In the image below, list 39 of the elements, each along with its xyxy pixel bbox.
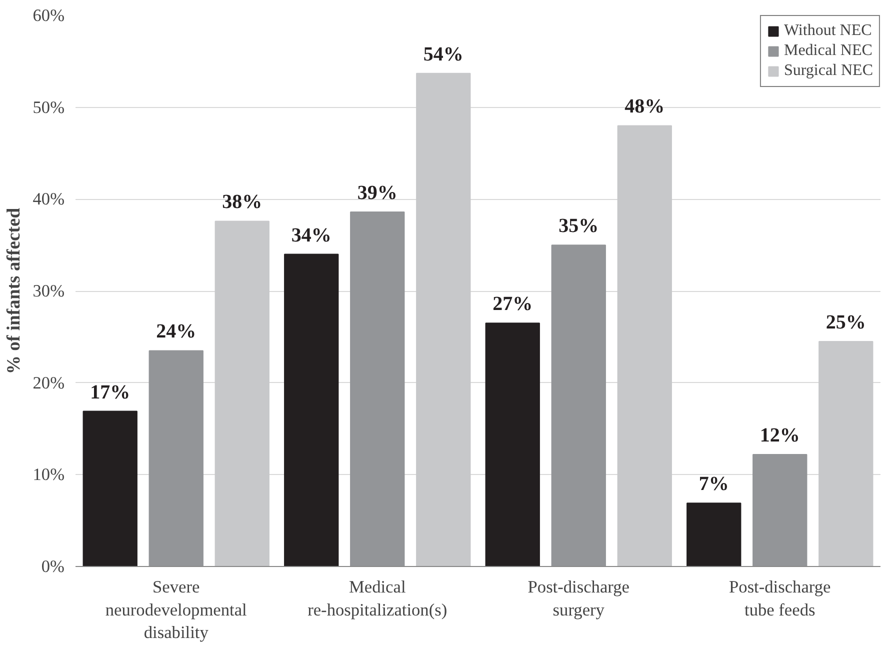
bar bbox=[485, 322, 540, 566]
legend-label: Medical NEC bbox=[784, 42, 872, 60]
data-label: 38% bbox=[222, 191, 262, 214]
y-tick-label: 40% bbox=[32, 190, 65, 209]
bar bbox=[752, 454, 808, 566]
x-tick-label: Post-discharge tube feeds bbox=[729, 578, 832, 620]
bar bbox=[214, 220, 270, 566]
y-tick-label: 60% bbox=[32, 6, 65, 25]
data-label: 7% bbox=[698, 473, 729, 496]
x-tick-label: Medical re-hospitalization(s) bbox=[308, 578, 448, 620]
legend-label: Surgical NEC bbox=[784, 62, 873, 80]
data-label: 34% bbox=[291, 224, 332, 246]
bar bbox=[617, 125, 672, 566]
data-label: 25% bbox=[826, 312, 866, 334]
data-label: 54% bbox=[423, 43, 464, 66]
y-tick-label: 50% bbox=[32, 98, 65, 117]
x-tick-label: Post-discharge surgery bbox=[528, 578, 630, 620]
y-axis-title: % of infants affected bbox=[4, 207, 25, 374]
bar bbox=[686, 502, 742, 566]
data-label: 24% bbox=[156, 320, 196, 343]
bar bbox=[82, 410, 138, 566]
bar bbox=[818, 341, 874, 566]
legend-label: Without NEC bbox=[784, 22, 872, 40]
bar bbox=[350, 212, 405, 566]
data-label: 17% bbox=[90, 381, 130, 404]
y-tick-label: 10% bbox=[32, 465, 65, 484]
y-tick-label: 30% bbox=[32, 282, 65, 300]
y-tick-label: 0% bbox=[41, 557, 65, 576]
bar bbox=[148, 350, 204, 566]
data-label: 27% bbox=[492, 293, 533, 316]
bar bbox=[284, 254, 339, 566]
data-label: 35% bbox=[558, 215, 599, 238]
data-label: 12% bbox=[760, 424, 800, 446]
bar bbox=[416, 72, 471, 566]
bar bbox=[551, 244, 606, 566]
x-tick-label: Severe neurodevelopmental disability bbox=[105, 578, 248, 642]
data-label: 48% bbox=[624, 96, 665, 118]
y-tick-label: 20% bbox=[32, 373, 65, 392]
data-label: 39% bbox=[357, 182, 398, 204]
